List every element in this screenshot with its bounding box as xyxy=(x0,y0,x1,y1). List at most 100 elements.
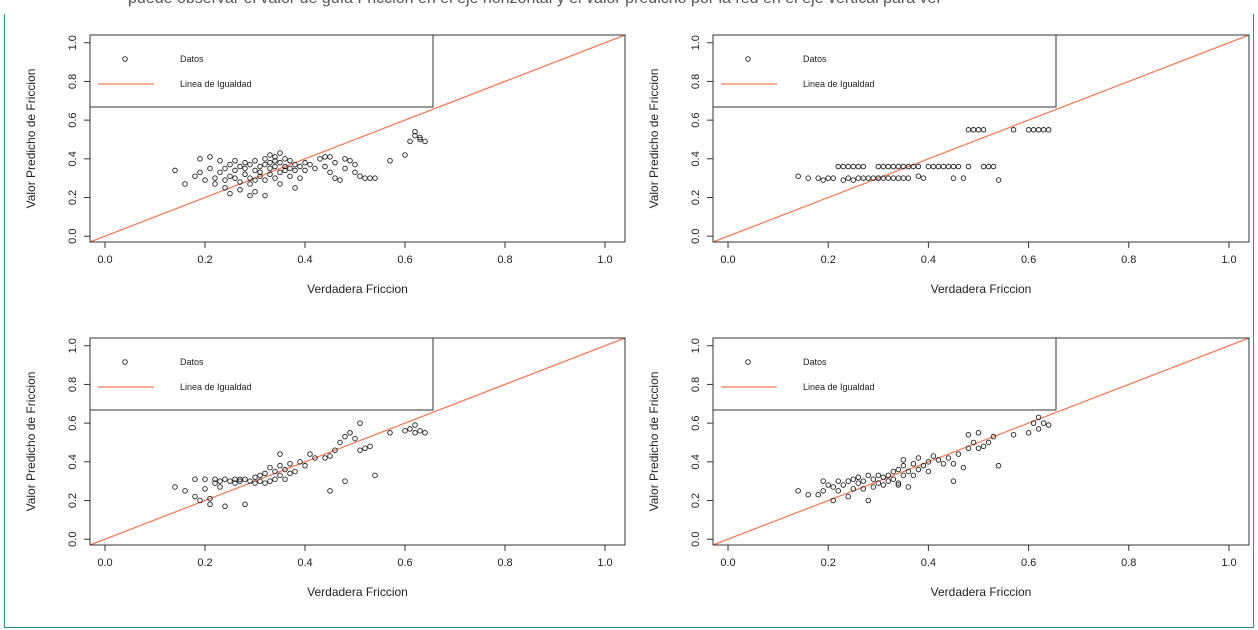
data-point xyxy=(860,163,867,170)
y-tick-label: 0.0 xyxy=(67,532,79,547)
data-point xyxy=(212,476,218,482)
data-point xyxy=(850,476,857,482)
data-point xyxy=(357,420,363,426)
data-point xyxy=(247,181,253,187)
y-axis-label: Valor Predicho de Friccion xyxy=(24,69,38,209)
data-point xyxy=(417,134,423,141)
data-point xyxy=(237,179,243,185)
data-point xyxy=(222,185,228,191)
data-point xyxy=(1035,414,1042,421)
data-point xyxy=(840,163,846,170)
data-point xyxy=(367,175,373,181)
data-point xyxy=(1045,422,1052,428)
data-point xyxy=(182,488,188,494)
identity-line xyxy=(713,338,1249,545)
data-point xyxy=(975,430,982,436)
data-point xyxy=(930,453,937,459)
data-point xyxy=(352,435,358,442)
data-point xyxy=(945,163,952,170)
y-tick-label: 0.6 xyxy=(67,112,79,127)
data-point xyxy=(212,480,218,486)
legend-box xyxy=(89,337,434,411)
data-point xyxy=(172,167,178,174)
legend-label: Linea de Igualdad xyxy=(180,79,252,89)
data-point xyxy=(995,462,1002,469)
x-axis-label: Verdadera Friccion xyxy=(307,585,408,599)
data-point xyxy=(995,177,1002,183)
data-point xyxy=(222,503,228,510)
data-point xyxy=(267,165,273,172)
data-point xyxy=(257,173,263,179)
data-point xyxy=(272,154,278,160)
x-tick-label: 0.6 xyxy=(397,254,412,266)
data-point xyxy=(292,167,298,174)
data-point xyxy=(247,175,253,181)
y-tick-label: 0.4 xyxy=(690,151,702,166)
data-point xyxy=(422,138,428,145)
data-point xyxy=(890,175,897,181)
data-point xyxy=(272,163,278,170)
data-point xyxy=(900,472,907,479)
data-point xyxy=(915,163,922,170)
data-point xyxy=(212,181,218,187)
data-point xyxy=(930,163,937,170)
data-point xyxy=(935,457,942,463)
data-point xyxy=(292,468,298,475)
data-point xyxy=(815,175,821,181)
x-axis-label: Verdadera Friccion xyxy=(307,282,408,296)
data-point xyxy=(855,175,862,181)
data-point xyxy=(242,165,248,172)
y-tick-label: 1.0 xyxy=(690,338,702,353)
data-point xyxy=(407,426,413,432)
data-point xyxy=(985,439,992,446)
data-point xyxy=(417,428,423,434)
data-point xyxy=(925,163,932,170)
data-point xyxy=(860,478,867,484)
data-point xyxy=(367,443,373,450)
data-point xyxy=(880,482,887,488)
y-tick-label: 0.6 xyxy=(67,415,79,430)
data-point xyxy=(412,132,418,139)
data-point xyxy=(317,156,323,162)
data-point xyxy=(980,443,987,450)
data-point xyxy=(965,163,972,170)
data-point xyxy=(222,165,228,172)
data-point xyxy=(327,453,333,459)
data-point xyxy=(895,163,902,170)
data-point xyxy=(332,159,338,166)
data-point xyxy=(252,167,258,174)
data-point xyxy=(402,428,408,434)
data-point xyxy=(352,161,358,168)
data-point xyxy=(412,430,418,436)
legend-box xyxy=(712,337,1057,411)
x-tick-label: 0.4 xyxy=(297,557,312,569)
identity-line xyxy=(90,35,625,242)
x-tick-label: 1.0 xyxy=(597,557,612,569)
x-tick-label: 0.0 xyxy=(97,254,112,266)
data-point xyxy=(282,163,288,170)
data-point xyxy=(975,127,982,133)
data-point xyxy=(252,474,258,481)
legend-label: Linea de Igualdad xyxy=(803,382,875,392)
data-point xyxy=(875,175,882,181)
caption-fragment: puede observar el valor de guía Friccion… xyxy=(0,0,1258,14)
data-point xyxy=(830,497,836,504)
data-point xyxy=(960,464,967,471)
x-tick-label: 0.6 xyxy=(1021,557,1036,569)
y-tick-label: 0.8 xyxy=(67,74,79,89)
data-point xyxy=(387,430,393,436)
data-point xyxy=(297,459,303,465)
data-point xyxy=(855,163,862,170)
data-point xyxy=(252,177,258,183)
data-point xyxy=(277,169,283,176)
y-tick-label: 1.0 xyxy=(690,35,702,50)
data-point xyxy=(990,163,997,170)
data-point xyxy=(227,161,233,168)
data-point xyxy=(940,163,947,170)
data-point xyxy=(302,462,308,469)
data-point xyxy=(277,472,283,479)
data-point xyxy=(357,447,363,453)
data-point xyxy=(262,470,268,477)
data-point xyxy=(302,159,308,166)
